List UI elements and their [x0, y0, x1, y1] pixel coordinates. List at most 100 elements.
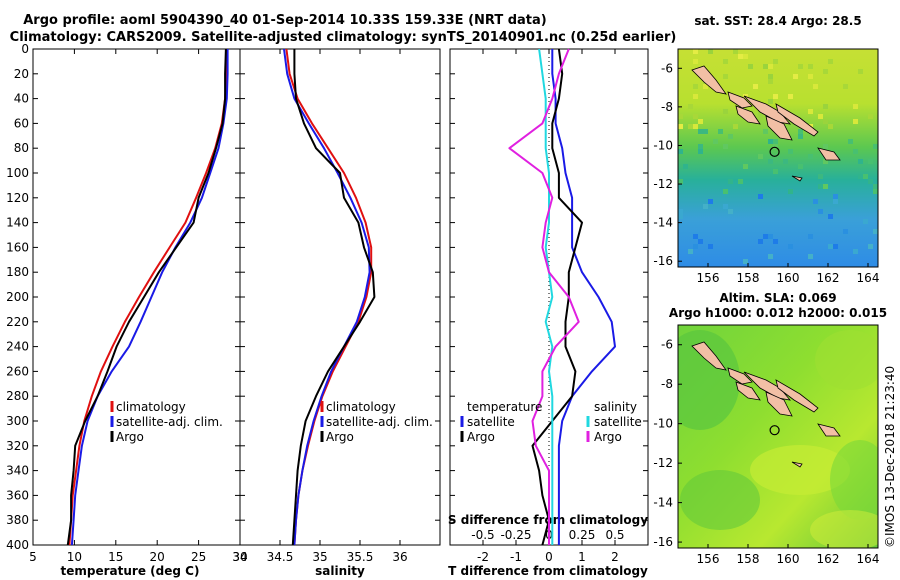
- legend-label: Argo: [326, 430, 354, 444]
- legend-label-left: satellite: [467, 415, 515, 429]
- sst-pixel: [863, 174, 868, 179]
- sst-pixel: [693, 124, 698, 129]
- x-tick-label: 2: [611, 550, 619, 564]
- sst-pixel: [698, 239, 703, 244]
- sst-pixel: [763, 129, 768, 134]
- map-y-tick-label: -14: [653, 216, 673, 230]
- sst-pixel: [698, 129, 703, 134]
- difference-panel: T difference from climatology S differen…: [448, 48, 649, 578]
- sst-pixel: [808, 64, 813, 69]
- sla-map-frame: [677, 324, 879, 549]
- series-line: [66, 48, 227, 546]
- sst-pixel: [773, 139, 778, 144]
- x-tick-label: 35.5: [347, 550, 374, 564]
- sst-pixel: [808, 154, 813, 159]
- map-y-tick-label: -8: [661, 377, 673, 391]
- depth-tick-label: 80: [14, 141, 29, 155]
- series-line: [538, 48, 554, 545]
- sst-pixel: [743, 259, 748, 264]
- sst-map-title: sat. SST: 28.4 Argo: 28.5: [694, 14, 861, 28]
- sst-pixel: [818, 184, 823, 189]
- sst-pixel: [873, 144, 878, 149]
- temperature-axes: [32, 48, 241, 546]
- sst-map: sat. SST: 28.4 Argo: 28.5 156 158 160 162 16…: [653, 14, 879, 285]
- sst-pixel: [768, 254, 773, 259]
- sst-pixel: [693, 234, 698, 239]
- sst-map-frame: [677, 48, 879, 268]
- sst-pixel: [863, 219, 868, 224]
- sst-pixel: [873, 189, 878, 194]
- sst-pixel: [823, 184, 828, 189]
- sst-pixel: [848, 139, 853, 144]
- sst-pixel: [773, 59, 778, 64]
- sla-texture: [678, 330, 878, 548]
- sst-pixel: [793, 74, 798, 79]
- legend-label: climatology: [326, 400, 396, 414]
- x-tick-label: 34.5: [267, 550, 294, 564]
- depth-tick-label: 280: [6, 389, 29, 403]
- sst-pixel: [828, 214, 833, 219]
- sst-pixel: [763, 234, 768, 239]
- sst-pixel: [833, 199, 838, 204]
- depth-tick-label: 200: [6, 290, 29, 304]
- sst-pixel: [843, 84, 848, 89]
- sst-pixel: [823, 144, 828, 149]
- sst-pixel: [723, 74, 728, 79]
- series-line: [551, 49, 616, 545]
- map-y-tick-label: -10: [653, 138, 673, 152]
- series-line: [508, 48, 580, 545]
- map-x-tick-label: 156: [697, 552, 720, 566]
- sst-pixel: [828, 244, 833, 249]
- sst-pixel: [723, 204, 728, 209]
- depth-tick-label: 0: [21, 42, 29, 56]
- sst-pixel: [858, 159, 863, 164]
- depth-tick-label: 260: [6, 364, 29, 378]
- sst-pixel: [698, 144, 703, 149]
- legend-label-right: satellite: [594, 415, 642, 429]
- sst-pixel: [733, 124, 738, 129]
- sla-map-title: Altim. SLA: 0.069: [719, 291, 836, 305]
- sst-pixel: [853, 119, 858, 124]
- x-tick-label: 30: [232, 550, 247, 564]
- map-x-tick-label: 162: [817, 552, 840, 566]
- x-tick-label: 10: [67, 550, 82, 564]
- map-y-tick-label: -16: [653, 535, 673, 549]
- depth-tick-label: 160: [6, 240, 29, 254]
- sst-pixel: [853, 249, 858, 254]
- sst-pixel: [823, 104, 828, 109]
- sst-pixel: [728, 179, 733, 184]
- sst-pixel: [708, 199, 713, 204]
- series-line: [70, 49, 229, 546]
- sst-pixel: [783, 159, 788, 164]
- depth-tick-label: 240: [6, 340, 29, 354]
- sst-pixel: [693, 84, 698, 89]
- sst-pixel: [853, 149, 858, 154]
- sst-pixel: [738, 54, 743, 59]
- sst-pixel: [813, 84, 818, 89]
- temperature-xlabel: temperature (deg C): [61, 564, 200, 578]
- sst-pixel: [758, 239, 763, 244]
- sst-pixel: [808, 109, 813, 114]
- depth-tick-label: 400: [6, 538, 29, 552]
- sst-pixel: [818, 209, 823, 214]
- x-tick-label: 25: [191, 550, 206, 564]
- sst-pixel: [753, 84, 758, 89]
- sst-pixel: [768, 79, 773, 84]
- x-tick-label: -1: [510, 550, 522, 564]
- sst-pixel: [798, 64, 803, 69]
- sst-pixel: [678, 209, 683, 214]
- series-line: [291, 49, 376, 546]
- sst-pixel: [768, 64, 773, 69]
- legend-label-left: Argo: [467, 430, 495, 444]
- map-x-tick-label: 158: [737, 271, 760, 285]
- x-tick-label: 36: [392, 550, 407, 564]
- sst-pixel: [833, 194, 838, 199]
- sst-pixel: [818, 114, 823, 119]
- x-tick-label-top: 0.25: [569, 528, 596, 542]
- x-tick-label: 35: [312, 550, 327, 564]
- sst-pixel: [808, 234, 813, 239]
- sst-pixel: [788, 244, 793, 249]
- sst-pixel: [873, 184, 878, 189]
- sst-pixel: [798, 164, 803, 169]
